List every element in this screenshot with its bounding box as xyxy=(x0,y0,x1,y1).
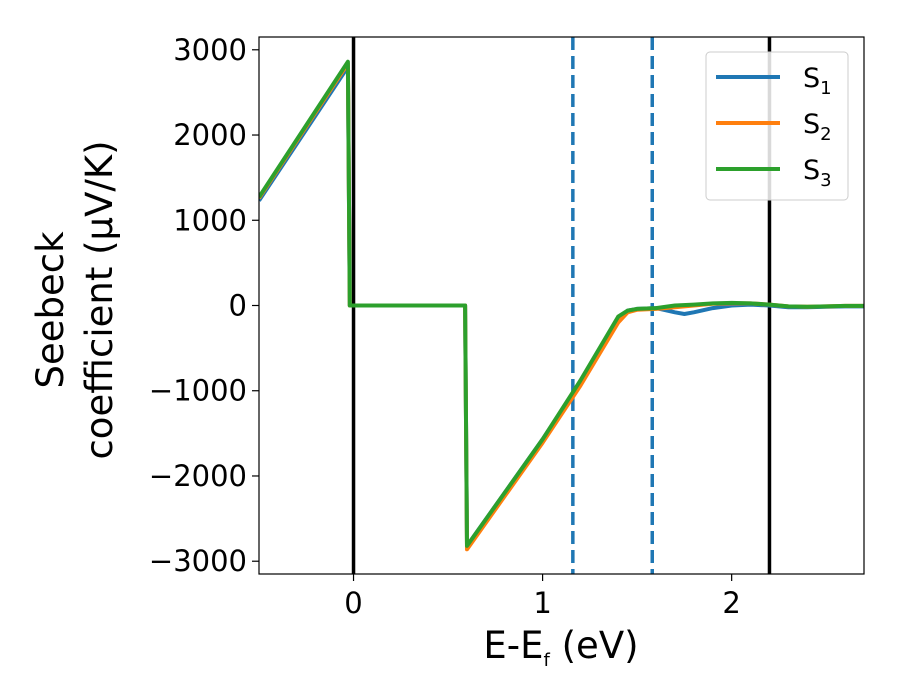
legend-label-3: S3 xyxy=(803,155,832,191)
x-tick-label: 1 xyxy=(533,586,551,620)
legend-box xyxy=(705,51,849,201)
x-tick-label: 0 xyxy=(344,586,362,620)
y-axis-label: Seebeck coefficient (μV/K) xyxy=(29,140,121,459)
y-axis-label-line1: Seebeck xyxy=(29,231,72,389)
y-tick-label: −1000 xyxy=(149,374,247,408)
x-axis-ticks: 0 1 2 xyxy=(344,574,741,620)
series-line-3 xyxy=(259,59,864,548)
x-tick-label: 2 xyxy=(722,586,740,620)
legend-label-2: S2 xyxy=(803,109,832,145)
y-tick-label: −3000 xyxy=(149,544,247,578)
y-axis-ticks: −3000 −2000 −1000 0 1000 2000 3000 xyxy=(149,33,259,578)
legend: S1 S2 S3 xyxy=(705,51,849,201)
y-tick-label: −2000 xyxy=(149,459,247,493)
y-tick-label: 0 xyxy=(229,289,247,323)
y-tick-label: 3000 xyxy=(173,33,247,67)
y-tick-label: 2000 xyxy=(173,118,247,152)
y-tick-label: 1000 xyxy=(173,203,247,237)
legend-label-1: S1 xyxy=(803,63,832,99)
series-lines xyxy=(259,59,864,552)
y-axis-label-line2: coefficient (μV/K) xyxy=(78,140,121,459)
x-axis-label: E-Ef (eV) xyxy=(483,624,638,671)
